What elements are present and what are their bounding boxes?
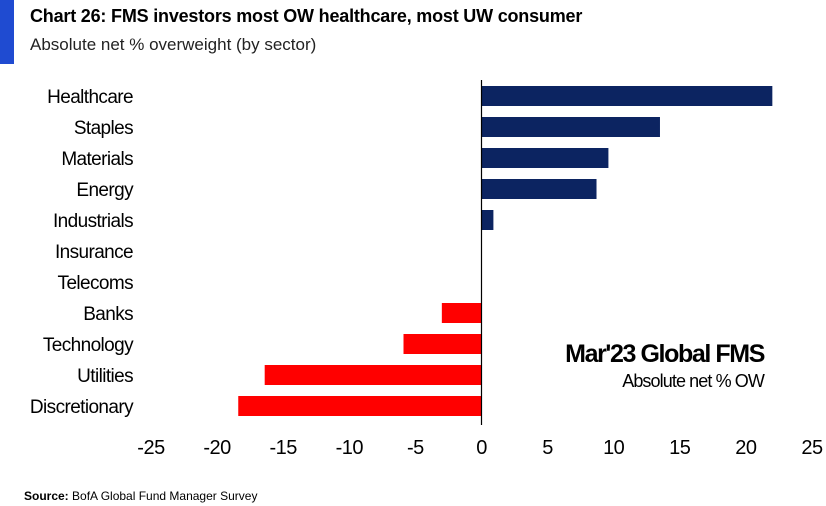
x-tick-label: 10 bbox=[603, 437, 625, 459]
category-label-utilities: Utilities bbox=[77, 366, 133, 387]
category-label-banks: Banks bbox=[83, 304, 133, 325]
category-label-materials: Materials bbox=[61, 149, 133, 170]
bar-staples bbox=[481, 117, 660, 137]
category-labels: Healthcare Staples Materials Energy Industri… bbox=[30, 87, 135, 418]
source-text: BofA Global Fund Manager Survey bbox=[68, 489, 258, 503]
bar-healthcare bbox=[481, 86, 773, 106]
bar-technology bbox=[403, 334, 482, 354]
source-label: Source: bbox=[24, 489, 69, 503]
annotation-title: Mar'23 Global FMS bbox=[565, 340, 765, 368]
bar-materials bbox=[481, 148, 609, 168]
chart-subtitle: Absolute net % overweight (by sector) bbox=[30, 35, 317, 54]
x-tick-label: -15 bbox=[269, 437, 297, 459]
category-label-energy: Energy bbox=[76, 180, 134, 201]
bar-banks bbox=[441, 303, 482, 323]
x-tick-labels: -25 -20 -15 -10 -5 0 5 10 15 20 25 bbox=[137, 437, 823, 459]
x-tick-label: 15 bbox=[669, 437, 691, 459]
annotation-subtitle: Absolute net % OW bbox=[622, 371, 765, 391]
x-tick-label: 20 bbox=[735, 437, 757, 459]
category-label-telecoms: Telecoms bbox=[58, 273, 134, 294]
bar-energy bbox=[481, 179, 597, 199]
category-label-insurance: Insurance bbox=[55, 242, 133, 263]
chart-title: Chart 26: FMS investors most OW healthca… bbox=[30, 6, 583, 26]
x-tick-label: -10 bbox=[336, 437, 364, 459]
bar-industrials bbox=[481, 210, 494, 230]
category-label-technology: Technology bbox=[43, 335, 134, 356]
x-tick-label: -20 bbox=[203, 437, 231, 459]
x-tick-label: 5 bbox=[542, 437, 553, 459]
bars-group bbox=[238, 86, 773, 416]
title-accent-bar bbox=[0, 0, 14, 64]
x-tick-label: 0 bbox=[476, 437, 487, 459]
category-label-staples: Staples bbox=[74, 118, 133, 139]
x-tick-label: -25 bbox=[137, 437, 165, 459]
bar-discretionary bbox=[238, 396, 482, 416]
x-tick-label: 25 bbox=[801, 437, 823, 459]
source-note: Source: BofA Global Fund Manager Survey bbox=[24, 489, 257, 503]
category-label-healthcare: Healthcare bbox=[47, 87, 133, 108]
bar-utilities bbox=[264, 365, 482, 385]
category-label-discretionary: Discretionary bbox=[30, 397, 134, 418]
category-label-industrials: Industrials bbox=[53, 211, 133, 232]
x-tick-label: -5 bbox=[407, 437, 424, 459]
